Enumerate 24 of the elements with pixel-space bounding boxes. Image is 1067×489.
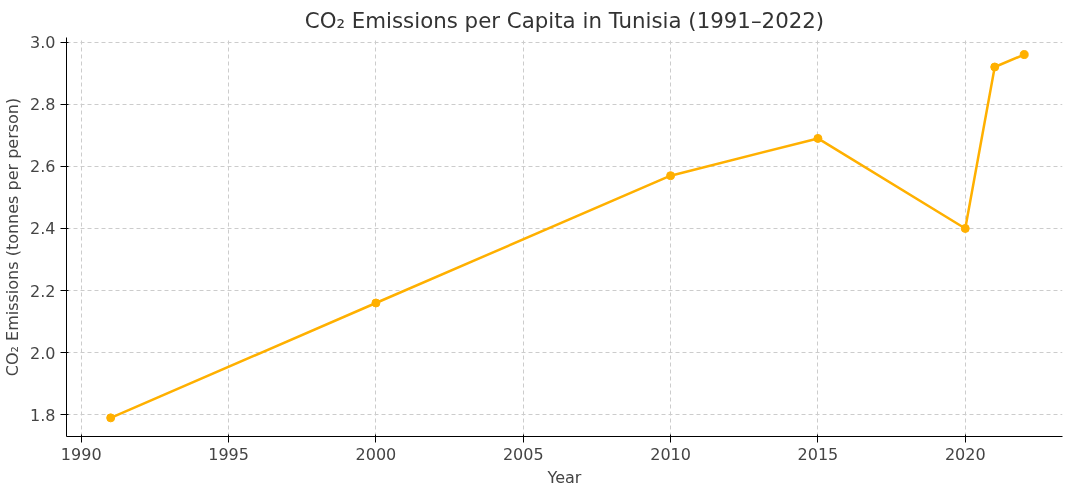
y-tick-label: 2.8 (30, 95, 56, 115)
point (990, 62, 1000, 72)
point (813, 133, 823, 143)
y-axis-title: CO₂ Emissions (tonnes per person) (3, 97, 23, 377)
point (960, 223, 970, 233)
chart-title: CO₂ Emissions per Capita in Tunisia (1991–2022) (304, 7, 825, 33)
x-tick-label: 2005 (502, 444, 544, 464)
y-tick-label: 2.4 (30, 219, 56, 239)
x-tick-label: 1990 (60, 444, 102, 464)
x-tick-label: 1995 (208, 444, 249, 464)
point (106, 413, 116, 423)
y-tick-label: 2.2 (30, 281, 56, 301)
point (666, 171, 676, 181)
y-tick-label: 3.0 (30, 33, 56, 53)
x-axis-title: Year (546, 467, 582, 487)
x-tick-label: 2020 (944, 444, 986, 464)
y-tick-label: 2.6 (30, 157, 56, 177)
y-tick-label: 2.0 (30, 343, 56, 363)
point (1019, 50, 1029, 60)
x-tick-label: 2015 (797, 444, 839, 464)
x-tick-label: 2010 (650, 444, 691, 464)
x-tick-label: 2000 (355, 444, 397, 464)
point (371, 298, 381, 308)
y-tick-label: 1.8 (30, 405, 56, 425)
